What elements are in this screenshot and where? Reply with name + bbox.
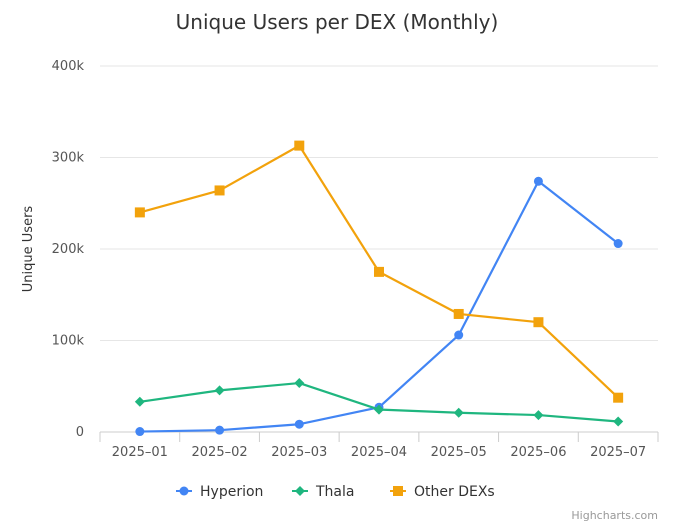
x-tick-label: 2025–01 [112, 445, 168, 460]
x-axis-ticks: 2025–01 2025–02 2025–03 2025–04 2025–05 2025–… [99, 432, 659, 460]
legend-item-hyperion[interactable]: Hyperion [176, 484, 263, 500]
data-point [214, 385, 225, 396]
legend-label: Hyperion [200, 484, 263, 500]
data-point [134, 207, 145, 218]
data-point [374, 266, 384, 277]
y-tick-label: 200k [52, 242, 85, 257]
data-point [294, 419, 304, 429]
data-point [294, 378, 305, 389]
legend: Hyperion Thala Other DEXs [176, 484, 495, 500]
data-point [613, 239, 623, 249]
data-point [134, 396, 145, 407]
legend-item-other-dexs[interactable]: Other DEXs [390, 484, 495, 500]
data-point [533, 410, 544, 421]
y-tick-label: 100k [52, 334, 85, 349]
grid-lines [100, 65, 658, 433]
series-thala [134, 378, 624, 427]
x-tick-label: 2025–06 [510, 445, 566, 460]
x-tick-label: 2025–04 [351, 445, 407, 460]
chart-title: Unique Users per DEX (Monthly) [176, 10, 499, 34]
y-axis-title: Unique Users [21, 206, 36, 293]
data-point [613, 416, 624, 427]
x-tick-label: 2025–07 [590, 445, 646, 460]
x-tick-label: 2025–03 [271, 445, 327, 460]
data-point [453, 407, 464, 418]
y-tick-label: 0 [76, 425, 84, 440]
x-tick-label: 2025–05 [431, 445, 487, 460]
data-point [613, 392, 624, 403]
legend-label: Thala [315, 484, 354, 500]
legend-symbol [393, 486, 403, 496]
legend-item-thala[interactable]: Thala [292, 484, 354, 500]
series-other-dexs [134, 140, 624, 403]
data-point [215, 425, 225, 435]
series-line [138, 381, 620, 423]
legend-label: Other DEXs [414, 484, 495, 500]
data-point [135, 427, 145, 437]
data-point [374, 404, 384, 415]
data-point [214, 185, 225, 196]
series-hyperion [135, 176, 623, 437]
series-line [138, 180, 620, 433]
y-tick-label: 400k [52, 59, 85, 74]
y-tick-label: 300k [52, 151, 85, 166]
data-point [533, 176, 543, 186]
data-point [533, 317, 544, 328]
y-axis-ticks: 0 100k 200k 300k 400k [52, 59, 85, 440]
legend-symbol [295, 486, 305, 496]
legend-symbol [179, 486, 189, 496]
x-tick-label: 2025–02 [192, 445, 248, 460]
data-point [454, 330, 464, 340]
data-point [453, 308, 464, 319]
credits-link[interactable]: Highcharts.com [571, 509, 658, 522]
data-point [294, 140, 305, 151]
series-layer [134, 140, 624, 437]
